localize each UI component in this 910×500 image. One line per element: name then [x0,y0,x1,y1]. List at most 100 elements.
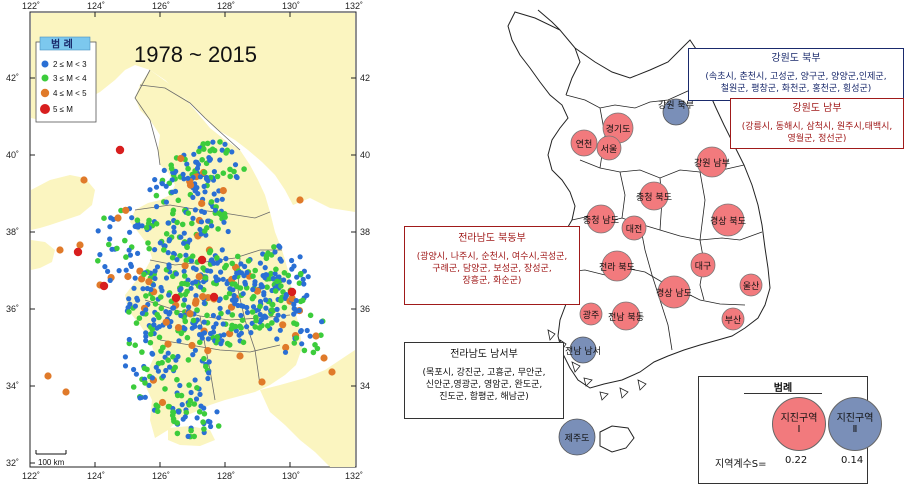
zone-marker: 울산 [739,273,763,297]
epicenter-map: 122˚ 124˚ 126˚ 128˚ 130˚ 132˚ 122˚ 124˚ … [6,1,370,481]
callout-line: (광양시, 나주시, 순천시, 여수시,곡성군, [416,251,568,262]
zone-label: 충청 북도 [636,192,672,203]
epicenter-point [173,271,179,277]
peninsula-outline [507,9,771,453]
callout-title: 전라남도 북동부 [458,233,526,244]
epicenter-point [170,409,176,415]
epicenter-point [184,281,191,288]
epicenter-point [190,352,196,358]
epicenter-point [170,210,176,217]
epicenter-point [205,375,211,382]
epicenter-point [181,240,187,246]
epicenter-point [207,156,213,162]
epicenter-point [178,234,184,240]
epicenter-point [171,293,181,303]
epicenter-point [127,252,133,258]
epicenter-point [184,334,191,341]
epicenter-point [183,252,189,258]
epicenter-point [201,169,208,176]
zone-marker: 경상 북도 [710,203,746,237]
epicenter-point [148,286,154,293]
epicenter-point [172,188,179,194]
epicenter-point [185,277,191,283]
epicenter-point [278,283,284,289]
epicenter-point [158,398,167,407]
zone-marker: 충청 북도 [636,181,672,211]
epicenter-point [152,177,158,183]
epicenter-point [171,305,177,311]
epicenter-point [204,312,210,319]
epicenter-point [126,309,132,315]
epicenter-point [126,336,132,343]
epicenter-point [154,403,161,410]
epicenter-point [277,327,283,333]
epicenter-point [202,189,208,195]
epicenter-point [238,312,244,319]
epicenter-point [178,312,184,319]
epicenter-point [126,247,132,253]
epicenter-point [193,293,199,299]
epicenter-point [222,141,228,147]
epicenter-point [185,433,191,439]
epicenter-point [154,264,161,270]
seismic-zone-map: 경기도 연천 서울 강원 북부 강원 남부 충청 북도 충청 남도 대전 경상 … [507,9,771,456]
epicenter-point [229,281,235,287]
epicenter-point [257,311,263,318]
epicenter-point [161,247,167,253]
epicenter-point [242,281,248,287]
zone-marker: 강원 남부 [694,146,730,178]
zone-marker: 충청 남도 [583,204,619,234]
epicenter-point [106,241,112,248]
epicenter-point [139,349,145,355]
epicenter-point [152,301,159,307]
epicenter-point [166,292,172,298]
epicenter-point [177,154,185,163]
epicenter-point [133,224,140,230]
epicenter-point [228,326,235,332]
epicenter-point [201,146,207,152]
epicenter-point [124,272,132,281]
epicenter-point [122,206,130,214]
epicenter-point [259,284,265,290]
epicenter-point [233,297,239,303]
magnitude-legend: 범 례 2 ≤ M < 3 3 ≤ M < 4 4 ≤ M < 5 5 ≤ M [35,36,97,123]
epicenter-point [138,275,146,283]
epicenter-point [179,221,186,228]
epicenter-point [142,394,148,400]
epicenter-point [123,254,129,260]
zone-marker: 강원 북부 [658,98,694,126]
epicenter-point [214,334,221,340]
epicenter-point [181,273,188,279]
epicenter-point [282,343,290,352]
lon-tick: 122˚ [22,471,40,481]
epicenter-point [194,385,200,391]
epicenter-point [147,187,153,193]
epicenter-point [153,364,159,370]
epicenter-point [186,310,194,318]
epicenter-point [216,315,222,321]
epicenter-point [161,167,167,173]
epicenter-point [114,214,122,222]
epicenter-point [289,257,295,264]
epicenter-point [80,176,88,184]
callout-jeonnam-northeast: 전라남도 북동부 (광양시, 나주시, 순천시, 여수시,곡성군, 구례군, 담… [404,226,580,305]
epicenter-point [178,330,185,337]
epicenter-point [108,215,114,221]
zone-marker: 전남 남서 [565,336,601,364]
epicenter-point [168,162,174,168]
epicenter-point [114,245,120,252]
epicenter-point [299,341,305,347]
epicenter-point [191,401,198,407]
epicenter-point [278,297,284,304]
epicenter-point [123,267,129,273]
scale-label: 100 km [38,458,65,467]
epicenter-point [214,409,220,415]
epicenter-point [214,254,220,261]
epicenter-point [256,325,263,331]
epicenter-point [297,254,303,260]
epicenter-point [126,340,133,347]
epicenter-point [146,382,152,388]
epicenter-point [109,246,115,252]
epicenter-point [133,320,140,326]
epicenter-point [296,280,303,287]
